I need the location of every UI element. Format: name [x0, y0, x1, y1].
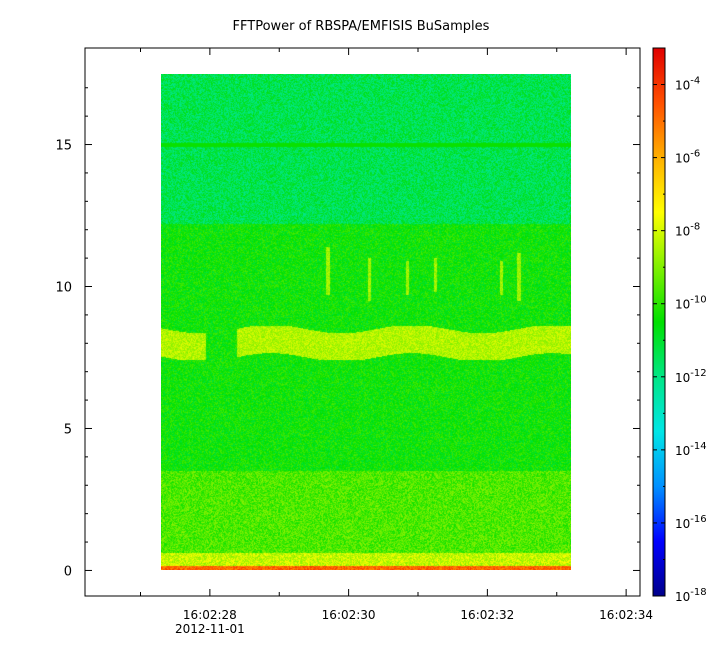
heatmap-image: [161, 74, 571, 570]
x-tick-label: 16:02:32: [460, 608, 514, 622]
colorbar: 10-18 10-16 10-14 10-12 10-10 10-8 10-6 10-4: [652, 47, 707, 604]
x-tick-label: 16:02:30: [322, 608, 376, 622]
x-tick-label: 16:02:34: [599, 608, 653, 622]
spectrogram-heatmap: [161, 74, 571, 570]
plot-area: 16:02:28 16:02:30 16:02:32 16:02:34 051015 …: [55, 47, 653, 636]
colorbar-tick-label: 10-10: [675, 295, 707, 312]
date-label: 2012-11-01: [175, 622, 245, 636]
y-tick-label: 10: [55, 281, 72, 296]
colorbar-tick-label: 10-18: [675, 587, 707, 604]
y-axis: 0 5 10 15: [55, 87, 640, 579]
colorbar-tick-label: 10-16: [675, 514, 707, 531]
y-tick-label: 5: [64, 422, 72, 437]
y-tick-label: 15: [55, 139, 72, 154]
colorbar-gradient: [652, 47, 666, 597]
colorbar-tick-label: 10-12: [675, 368, 707, 385]
colorbar-tick-label: 10-6: [675, 149, 700, 166]
y-tick-label: 0: [64, 564, 72, 579]
x-tick-label: 16:02:28: [183, 608, 237, 622]
colorbar-tick-label: 10-14: [675, 441, 707, 458]
chart-title: FFTPower of RBSPA/EMFISIS BuSamples: [233, 19, 490, 34]
colorbar-tick-label: 10-8: [675, 222, 700, 239]
colorbar-tick-label: 10-4: [675, 76, 700, 93]
x-axis: 16:02:28 16:02:30 16:02:32 16:02:34: [140, 48, 653, 622]
